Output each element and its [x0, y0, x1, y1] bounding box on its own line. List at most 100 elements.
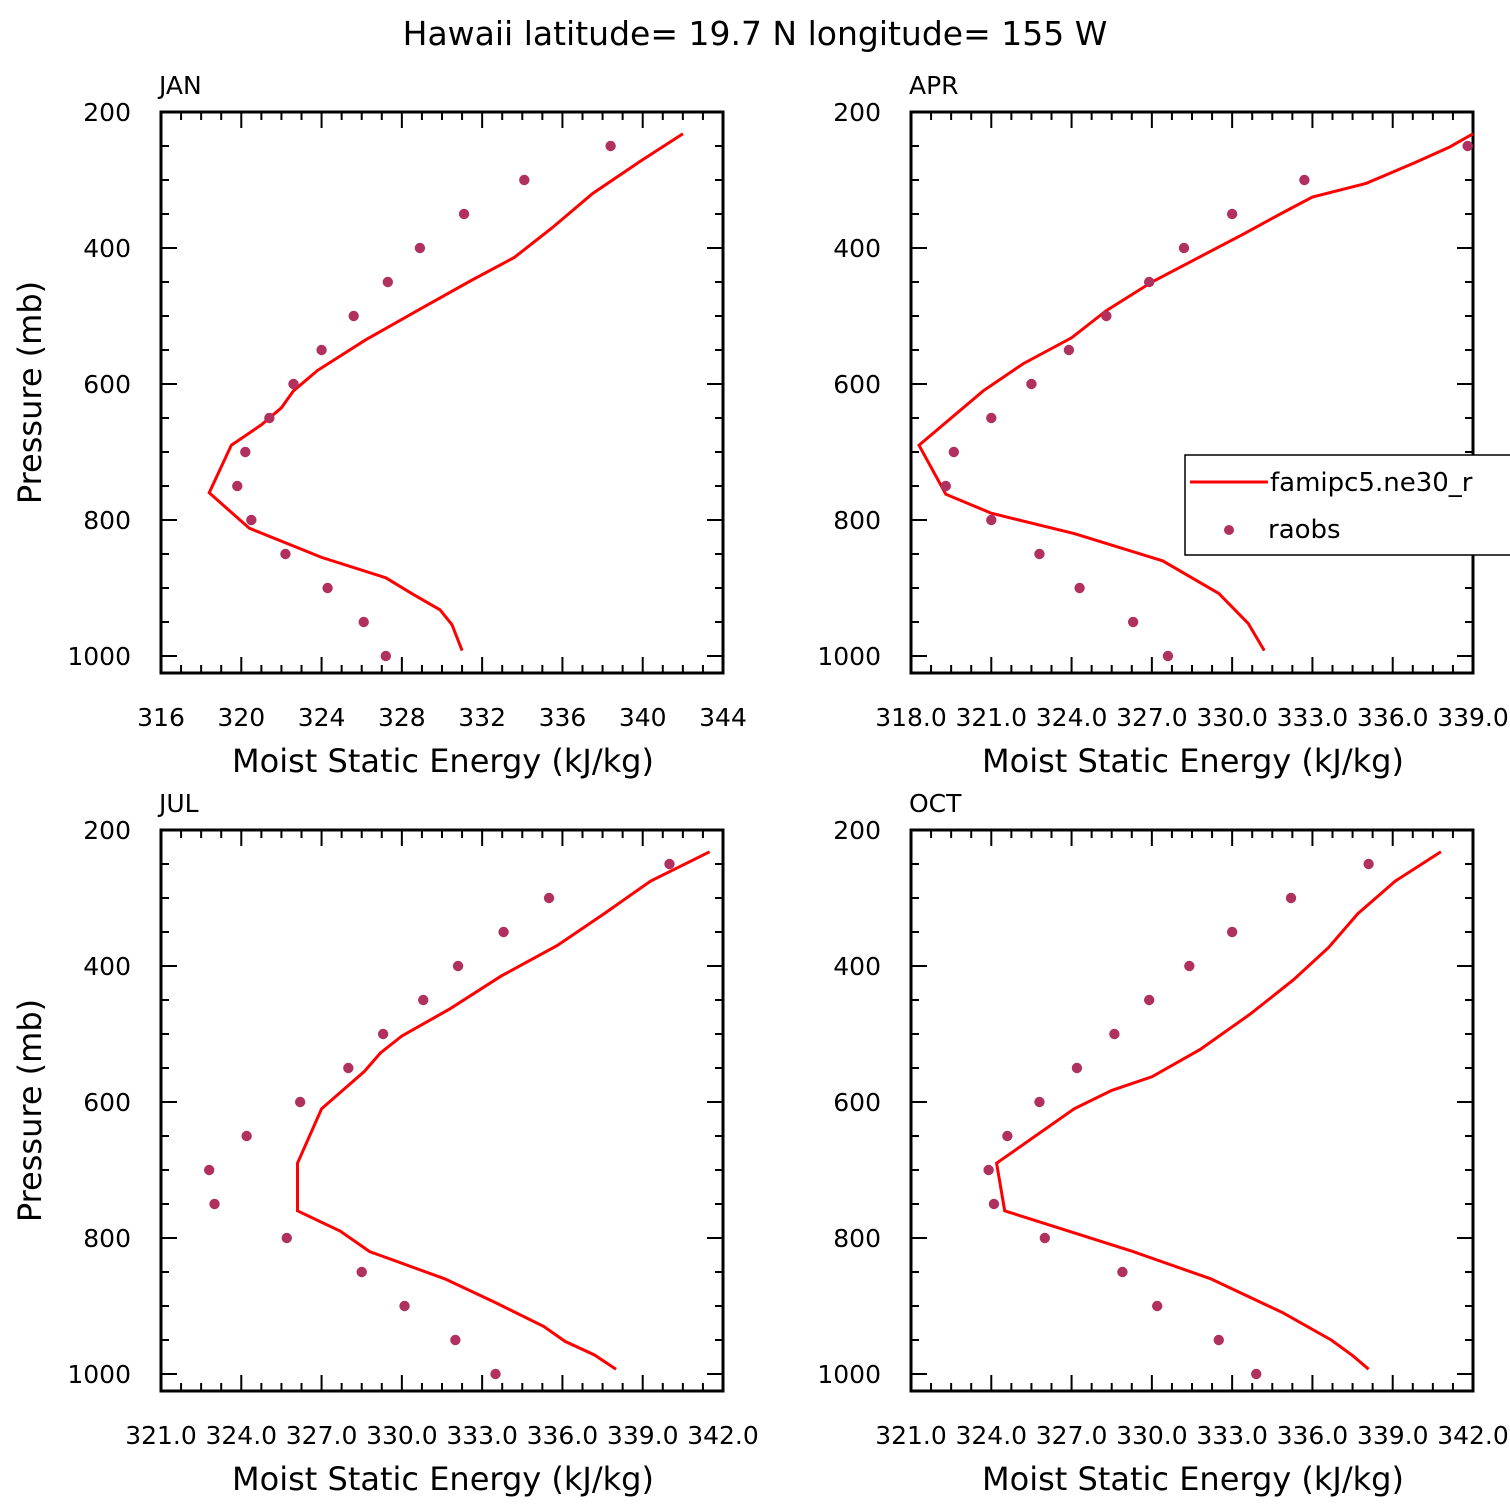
obs-point [1143, 994, 1155, 1006]
x-tick-label: 340 [619, 703, 667, 732]
y-tick-label: 800 [833, 1224, 881, 1253]
x-tick-label: 336.0 [1357, 703, 1429, 732]
model-line-jul [296, 850, 711, 1371]
obs-point [246, 514, 257, 526]
x-axis-label-oct: Moist Static Energy (kJ/kg) [982, 1460, 1404, 1498]
obs-point [1117, 1266, 1128, 1278]
x-tick-label: 324 [298, 703, 346, 732]
obs-point [983, 1164, 994, 1176]
obs-point [382, 276, 394, 288]
obs-point [948, 446, 960, 458]
obs-point [519, 174, 530, 186]
obs-point [1071, 1062, 1083, 1074]
obs-point [1226, 926, 1238, 938]
model-line-apr [917, 132, 1474, 652]
y-tick-label: 600 [83, 370, 131, 399]
obs-point [1299, 174, 1310, 186]
x-tick-label: 336.0 [1277, 1421, 1349, 1450]
y-tick-label: 200 [833, 816, 881, 845]
y-tick-label: 800 [83, 1224, 131, 1253]
obs-point [294, 1096, 306, 1108]
obs-point [498, 926, 509, 938]
obs-point [1363, 858, 1374, 870]
obs-point [1074, 582, 1085, 594]
y-tick-label: 1000 [67, 1360, 131, 1389]
y-tick-label: 200 [833, 98, 881, 127]
y-tick-label: 1000 [67, 642, 131, 671]
x-tick-label: 320 [217, 703, 265, 732]
panel-label-oct: OCT [909, 789, 962, 818]
x-tick-label: 339.0 [1437, 703, 1509, 732]
y-tick-label: 1000 [817, 1360, 881, 1389]
x-tick-label: 330.0 [1196, 703, 1268, 732]
x-axis-label-apr: Moist Static Energy (kJ/kg) [982, 742, 1404, 780]
y-tick-label: 600 [833, 370, 881, 399]
plot-frame-oct [909, 828, 1475, 1393]
obs-points-oct [983, 858, 1374, 1380]
panels: JAN 316 320 324 328 332 336 340 344 200 400 600 800 1… [11, 71, 1509, 1498]
x-tick-label: 333.0 [1277, 703, 1349, 732]
y-tick-label: 400 [833, 234, 881, 263]
obs-point [288, 378, 299, 390]
panel-label-jul: JUL [157, 789, 199, 818]
panel-label-jan: JAN [157, 71, 202, 100]
obs-point [1462, 140, 1473, 152]
obs-point [232, 480, 243, 492]
obs-points-apr [940, 140, 1473, 662]
obs-point [209, 1198, 220, 1210]
x-tick-label: 336 [539, 703, 587, 732]
legend-model-label: famipc5.ne30_r [1270, 468, 1473, 498]
x-tick-label: 336.0 [527, 1421, 599, 1450]
obs-point [1143, 276, 1155, 288]
obs-point [450, 1334, 461, 1346]
obs-point [543, 892, 555, 904]
y-tick-label: 400 [833, 952, 881, 981]
obs-point [1152, 1300, 1163, 1312]
y-axis-label-jul: Pressure (mb) [11, 999, 49, 1222]
obs-point [1034, 548, 1045, 560]
x-tick-label: 328 [378, 703, 426, 732]
x-tick-label: 327.0 [1036, 1421, 1108, 1450]
figure-title: Hawaii latitude= 19.7 N longitude= 155 W [403, 14, 1108, 53]
plot-frame-jul [159, 828, 725, 1393]
obs-point [1002, 1130, 1013, 1142]
obs-point [316, 344, 327, 356]
obs-point [1109, 1028, 1120, 1040]
panel-jan: JAN 316 320 324 328 332 336 340 344 200 400 600 800 1… [11, 71, 747, 780]
x-tick-label: 327.0 [1116, 703, 1188, 732]
model-line-oct [994, 850, 1442, 1371]
x-tick-label: 327.0 [286, 1421, 358, 1450]
obs-point [280, 548, 291, 560]
obs-point [1039, 1232, 1051, 1244]
panel-oct: OCT 321.0 324.0 327.0 330.0 333.0 336.0 339.0 34… [817, 789, 1508, 1498]
x-tick-label: 316 [137, 703, 185, 732]
x-tick-label: 321.0 [875, 1421, 947, 1450]
x-tick-label: 342.0 [1437, 1421, 1509, 1450]
y-tick-label: 600 [83, 1088, 131, 1117]
panel-jul: JUL 321.0 324.0 327.0 330.0 333.0 336.0 339.0 34… [11, 789, 759, 1498]
x-tick-label: 339.0 [1357, 1421, 1429, 1450]
obs-point [1063, 344, 1075, 356]
obs-point [343, 1062, 354, 1074]
y-tick-label: 200 [83, 98, 131, 127]
obs-point [358, 616, 369, 628]
obs-point [452, 960, 464, 972]
obs-point [1285, 892, 1297, 904]
x-tick-label: 342.0 [687, 1421, 759, 1450]
obs-point [240, 446, 251, 458]
obs-point [1226, 208, 1238, 220]
obs-point [377, 1028, 389, 1040]
obs-point [1184, 960, 1195, 972]
x-axis-label-jan: Moist Static Energy (kJ/kg) [232, 742, 654, 780]
x-tick-label: 321.0 [125, 1421, 197, 1450]
plot-frame-jan [159, 110, 725, 675]
x-tick-label: 332 [458, 703, 506, 732]
obs-point [414, 242, 426, 254]
obs-point [1127, 616, 1139, 628]
obs-point [1162, 650, 1174, 662]
ticks-jul [160, 829, 724, 1391]
legend: famipc5.ne30_r raobs [1184, 454, 1510, 556]
obs-point [348, 310, 359, 322]
obs-point [986, 412, 997, 424]
